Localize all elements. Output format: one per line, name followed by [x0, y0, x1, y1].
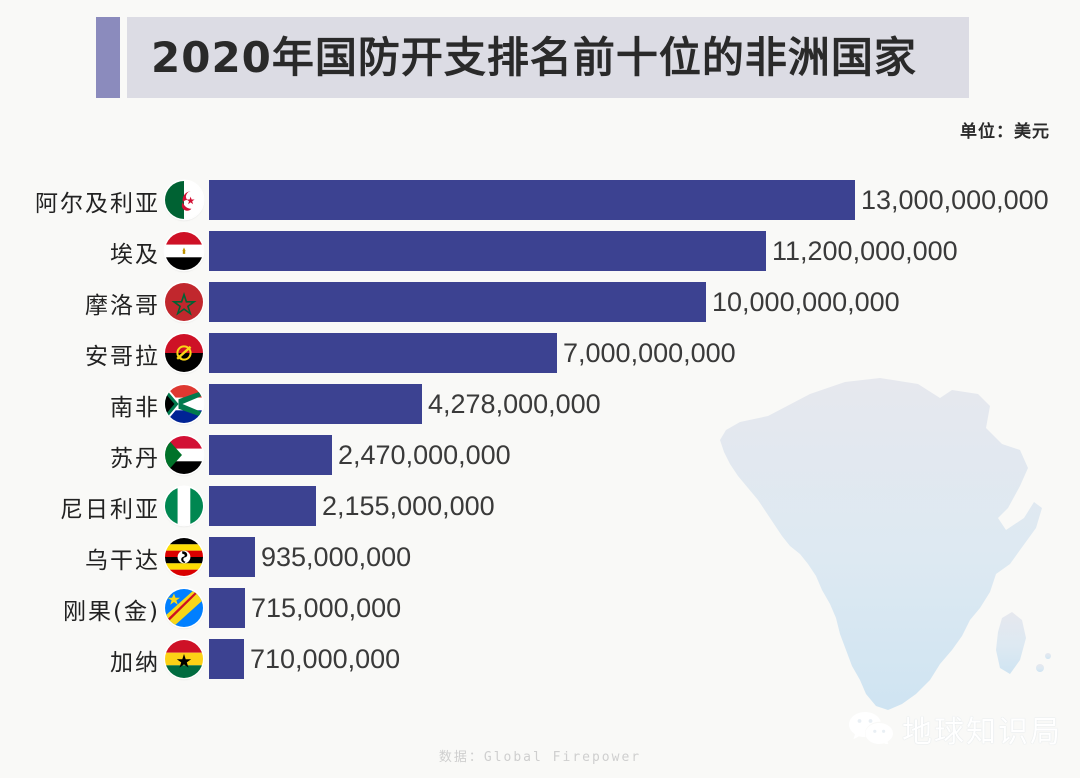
bar-and-value: 935,000,000 [209, 537, 411, 577]
title-banner: 2020年国防开支排名前十位的非洲国家 [127, 17, 969, 98]
bar-and-value: 7,000,000,000 [209, 333, 736, 373]
bar-value-label: 715,000,000 [251, 592, 402, 623]
bar-value-label: 2,155,000,000 [322, 490, 495, 521]
bar-value-label: 13,000,000,000 [861, 184, 1049, 215]
bar-value-label: 7,000,000,000 [563, 337, 736, 368]
unit-note: 单位：美元 [960, 122, 1050, 142]
bar [209, 282, 706, 322]
bar-and-value: 2,470,000,000 [209, 435, 511, 475]
bar [209, 180, 855, 220]
bar [209, 588, 245, 628]
bar [209, 486, 316, 526]
country-label: 乌干达 [85, 547, 160, 574]
bar [209, 333, 557, 373]
country-label: 苏丹 [110, 445, 160, 472]
page-title-block: 2020年国防开支排名前十位的非洲国家 [96, 17, 969, 98]
watermark-label: 地球知识局 [902, 715, 1062, 750]
country-label: 南非 [110, 394, 160, 421]
bar-value-label: 11,200,000,000 [772, 235, 958, 266]
bar-and-value: 715,000,000 [209, 588, 401, 628]
bar-row: 摩洛哥 10,000,000,000 [0, 277, 1080, 328]
watermark: 地球知识局 [848, 707, 1062, 751]
country-label: 阿尔及利亚 [35, 190, 160, 217]
source-note: 数据：Global Firepower [438, 750, 642, 765]
bar [209, 639, 244, 679]
flag-south-africa-icon [165, 385, 203, 423]
title-gap [120, 17, 127, 98]
flag-algeria-icon [165, 181, 203, 219]
page-title: 2020年国防开支排名前十位的非洲国家 [151, 32, 917, 82]
bar-and-value: 13,000,000,000 [209, 180, 1049, 220]
bar-and-value: 10,000,000,000 [209, 282, 900, 322]
flag-morocco-icon [165, 283, 203, 321]
bar-row: 安哥拉 7,000,000,000 [0, 328, 1080, 379]
bar-and-value: 2,155,000,000 [209, 486, 495, 526]
bar-row: 乌干达 935,000,000 [0, 532, 1080, 583]
flag-sudan-icon [165, 436, 203, 474]
flag-ghana-icon [165, 640, 203, 678]
bar-row: 苏丹 2,470,000,000 [0, 430, 1080, 481]
flag-dr-congo-icon [165, 589, 203, 627]
bar-row: 刚果(金) 715,000,000 [0, 583, 1080, 634]
flag-nigeria-icon [165, 487, 203, 525]
bar-value-label: 710,000,000 [250, 643, 401, 674]
country-label: 刚果(金) [63, 598, 160, 625]
bar-chart: 阿尔及利亚 13,000,000,000 埃及 11,200,000,000 摩洛哥… [0, 175, 1080, 685]
bar-value-label: 935,000,000 [261, 541, 412, 572]
bar [209, 384, 422, 424]
country-label: 加纳 [110, 649, 160, 676]
bar-value-label: 2,470,000,000 [338, 439, 511, 470]
flag-egypt-icon [165, 232, 203, 270]
bar-and-value: 710,000,000 [209, 639, 400, 679]
flag-uganda-icon [165, 538, 203, 576]
flag-angola-icon [165, 334, 203, 372]
bar [209, 231, 766, 271]
bar [209, 537, 255, 577]
bar-row: 尼日利亚 2,155,000,000 [0, 481, 1080, 532]
bar-row: 埃及 11,200,000,000 [0, 226, 1080, 277]
country-label: 摩洛哥 [85, 292, 160, 319]
bar-and-value: 4,278,000,000 [209, 384, 601, 424]
title-accent-bar [96, 17, 120, 98]
bar-value-label: 4,278,000,000 [428, 388, 601, 419]
bar-row: 南非 4,278,000,000 [0, 379, 1080, 430]
bar-value-label: 10,000,000,000 [712, 286, 900, 317]
bar [209, 435, 332, 475]
bar-row: 加纳 710,000,000 [0, 634, 1080, 685]
wechat-icon [848, 710, 894, 749]
country-label: 埃及 [110, 241, 160, 268]
country-label: 安哥拉 [85, 343, 160, 370]
bar-and-value: 11,200,000,000 [209, 231, 958, 271]
country-label: 尼日利亚 [60, 496, 160, 523]
bar-row: 阿尔及利亚 13,000,000,000 [0, 175, 1080, 226]
